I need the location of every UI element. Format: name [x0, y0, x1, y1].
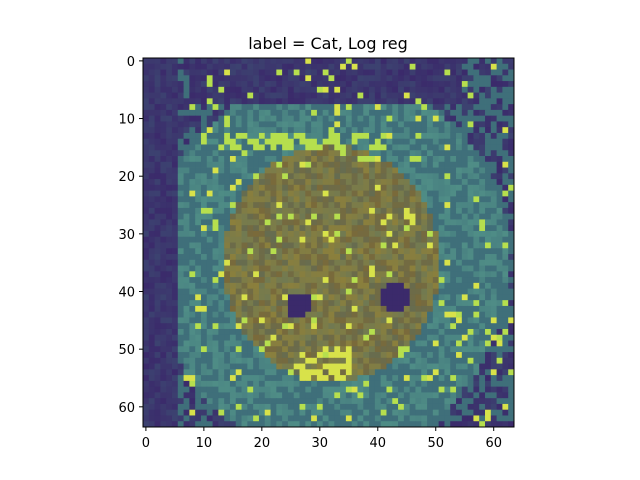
y-tick-label: 40: [118, 286, 135, 301]
y-tick-label: 50: [118, 343, 135, 358]
axes-frame: [142, 57, 515, 428]
y-tick-label: 30: [118, 228, 135, 243]
y-axis: 0 10 20 30 40 50 60: [118, 55, 143, 416]
x-tick-label: 30: [312, 436, 329, 451]
chart-title: label = Cat, Log reg: [248, 34, 408, 53]
x-tick-label: 0: [142, 436, 150, 451]
y-tick-label: 0: [127, 55, 135, 70]
x-axis: 0 10 20 30 40 50 60: [142, 427, 502, 451]
x-tick-label: 60: [485, 436, 502, 451]
y-tick-label: 10: [118, 113, 135, 128]
x-tick-label: 10: [196, 436, 213, 451]
y-tick-label: 20: [118, 170, 135, 185]
image-area: [143, 58, 515, 428]
x-tick-label: 50: [427, 436, 444, 451]
x-tick-label: 20: [254, 436, 271, 451]
y-tick-label: 60: [118, 401, 135, 416]
x-tick-label: 40: [370, 436, 387, 451]
